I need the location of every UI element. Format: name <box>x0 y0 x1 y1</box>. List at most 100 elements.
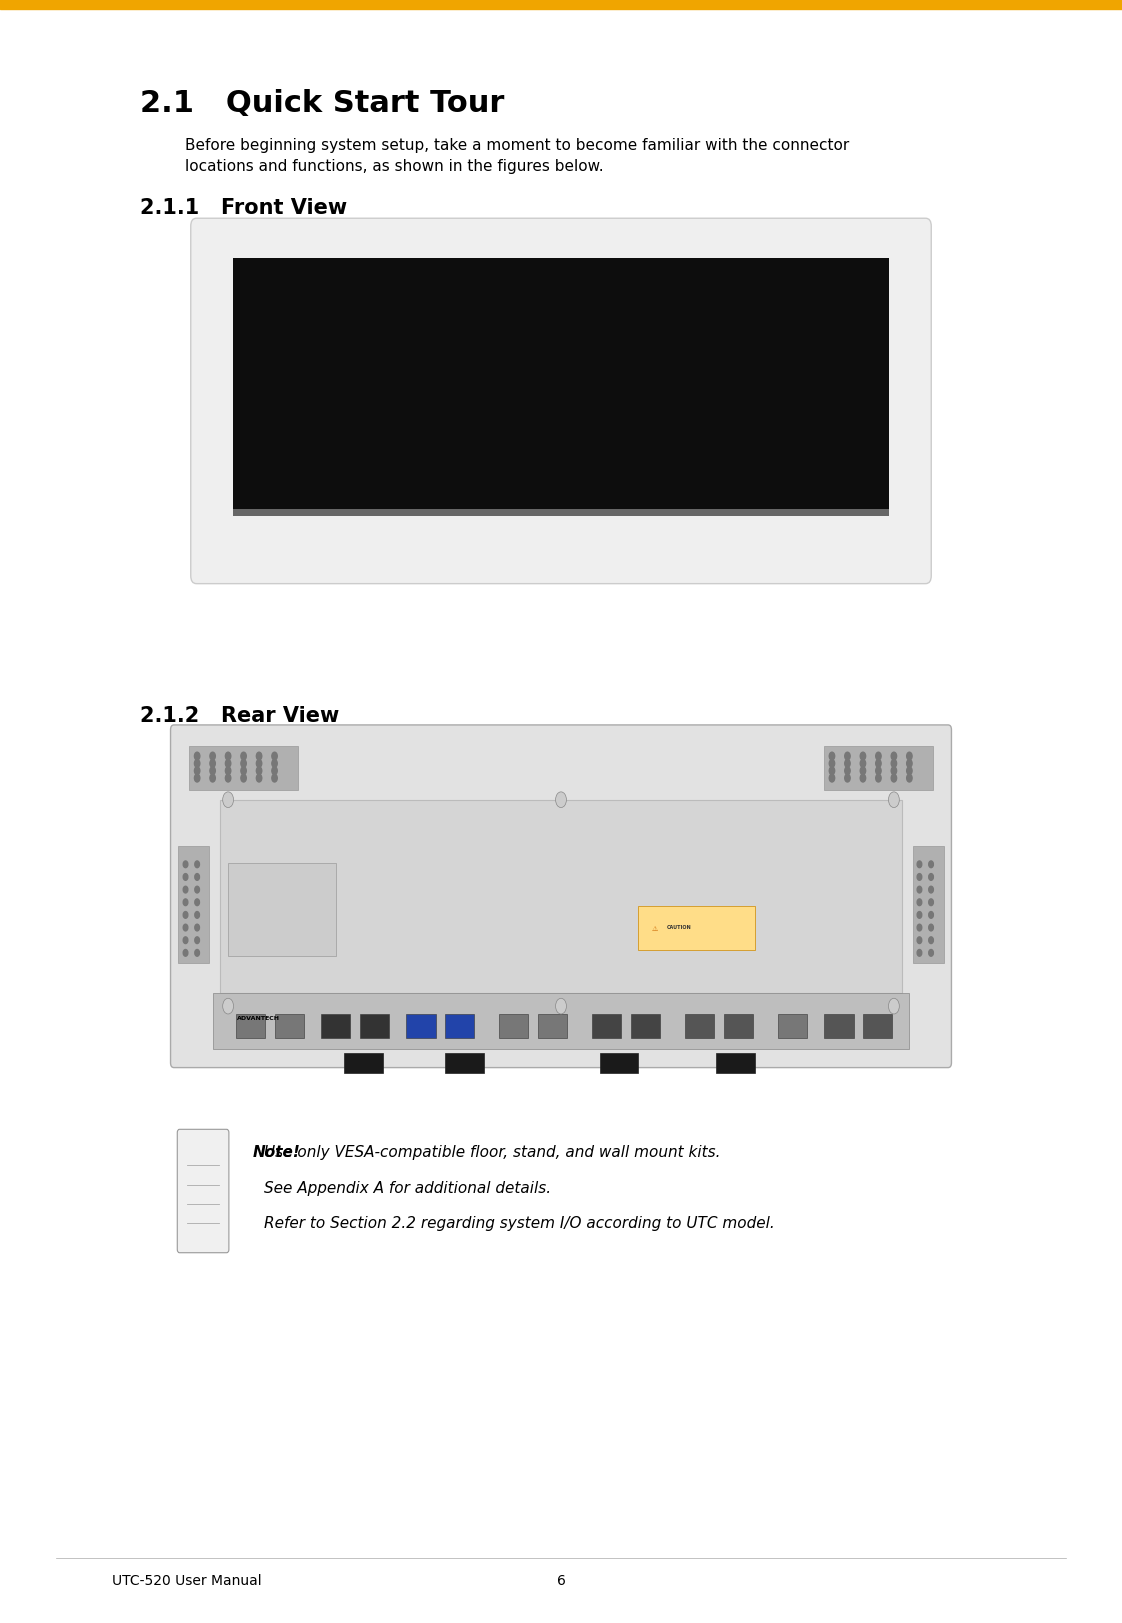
Circle shape <box>222 792 233 808</box>
Circle shape <box>210 774 215 782</box>
Circle shape <box>241 753 247 761</box>
Text: 2.1.1   Front View: 2.1.1 Front View <box>140 198 348 217</box>
Circle shape <box>875 753 881 761</box>
Circle shape <box>194 768 200 776</box>
Circle shape <box>195 886 200 893</box>
Bar <box>444 1014 475 1039</box>
Bar <box>863 1014 892 1039</box>
FancyBboxPatch shape <box>177 1130 229 1253</box>
Circle shape <box>917 899 922 906</box>
Text: Note!: Note! <box>252 1144 301 1159</box>
Bar <box>825 1014 854 1039</box>
Circle shape <box>875 768 881 776</box>
Circle shape <box>241 768 247 776</box>
Circle shape <box>272 753 277 761</box>
Circle shape <box>195 936 200 945</box>
Circle shape <box>929 912 934 919</box>
Circle shape <box>929 886 934 893</box>
Circle shape <box>555 792 567 808</box>
Circle shape <box>845 760 850 768</box>
Circle shape <box>891 768 896 776</box>
Circle shape <box>917 875 922 881</box>
Circle shape <box>226 753 231 761</box>
Circle shape <box>210 753 215 761</box>
Circle shape <box>917 925 922 932</box>
Circle shape <box>256 774 261 782</box>
Circle shape <box>183 925 187 932</box>
Circle shape <box>917 949 922 956</box>
Text: CAUTION: CAUTION <box>668 925 692 930</box>
Circle shape <box>272 760 277 768</box>
Text: 6: 6 <box>557 1573 565 1587</box>
Circle shape <box>183 886 187 893</box>
Circle shape <box>917 936 922 945</box>
Circle shape <box>829 753 835 761</box>
Circle shape <box>907 753 912 761</box>
Circle shape <box>241 760 247 768</box>
Bar <box>233 510 889 516</box>
Bar <box>233 258 889 510</box>
Circle shape <box>195 875 200 881</box>
Text: Use only VESA-compatible floor, stand, and wall mount kits.: Use only VESA-compatible floor, stand, a… <box>264 1144 720 1159</box>
Bar <box>444 1053 484 1073</box>
Bar <box>236 1014 265 1039</box>
Circle shape <box>929 875 934 881</box>
Bar <box>599 1053 638 1073</box>
Bar <box>406 1014 435 1039</box>
Bar <box>825 747 932 790</box>
Bar <box>537 1014 568 1039</box>
Bar <box>716 1053 754 1073</box>
Circle shape <box>929 925 934 932</box>
FancyBboxPatch shape <box>191 219 931 584</box>
Circle shape <box>222 998 233 1014</box>
Circle shape <box>907 774 912 782</box>
Bar <box>724 1014 753 1039</box>
Bar <box>321 1014 350 1039</box>
Bar <box>0 0 1122 10</box>
Circle shape <box>183 875 187 881</box>
Circle shape <box>256 753 261 761</box>
Bar <box>213 993 909 1050</box>
Circle shape <box>891 753 896 761</box>
Text: ⚠: ⚠ <box>652 925 657 932</box>
Circle shape <box>195 912 200 919</box>
Circle shape <box>907 760 912 768</box>
Circle shape <box>861 774 866 782</box>
Text: UTC-520 User Manual: UTC-520 User Manual <box>112 1573 261 1587</box>
Bar <box>190 747 297 790</box>
Circle shape <box>226 768 231 776</box>
Circle shape <box>183 936 187 945</box>
Circle shape <box>929 899 934 906</box>
Circle shape <box>929 949 934 956</box>
Circle shape <box>889 792 900 808</box>
Bar <box>177 847 209 964</box>
Bar <box>275 1014 304 1039</box>
Bar <box>778 1014 807 1039</box>
Circle shape <box>226 774 231 782</box>
Bar <box>684 1014 715 1039</box>
Circle shape <box>194 760 200 768</box>
Text: ADVANTECH: ADVANTECH <box>238 1016 280 1021</box>
Circle shape <box>917 886 922 893</box>
Bar <box>913 847 945 964</box>
Circle shape <box>195 949 200 956</box>
Circle shape <box>845 753 850 761</box>
Circle shape <box>195 899 200 906</box>
Text: Refer to Section 2.2 regarding system I/O according to UTC model.: Refer to Section 2.2 regarding system I/… <box>264 1216 774 1230</box>
Circle shape <box>929 936 934 945</box>
FancyBboxPatch shape <box>171 725 951 1068</box>
Circle shape <box>875 774 881 782</box>
Bar <box>228 863 337 956</box>
Circle shape <box>875 760 881 768</box>
Circle shape <box>829 760 835 768</box>
Circle shape <box>907 768 912 776</box>
Circle shape <box>210 760 215 768</box>
Bar <box>638 907 754 949</box>
Circle shape <box>861 768 866 776</box>
Circle shape <box>891 774 896 782</box>
Circle shape <box>272 768 277 776</box>
Circle shape <box>845 768 850 776</box>
Circle shape <box>183 949 187 956</box>
Circle shape <box>861 753 866 761</box>
Text: 2.1.2   Rear View: 2.1.2 Rear View <box>140 706 340 725</box>
